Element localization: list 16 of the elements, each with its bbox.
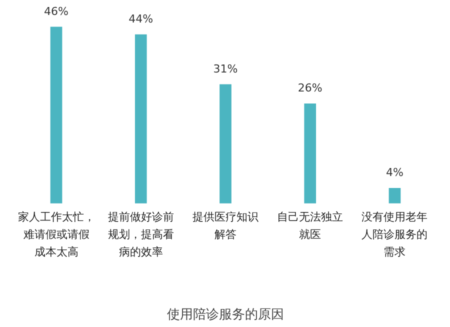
x-tick-label: 没有使用老年人陪诊服务的需求 [362,210,428,259]
bar [134,34,147,204]
x-tick-label: 提供医疗知识解答 [192,210,258,241]
text: 使用陪诊服务的原因 [167,308,284,322]
bar [388,188,401,204]
bar [304,104,316,204]
data-label: 44% [128,12,154,26]
x-tick-label: 家人工作太忙，难请假或请假成本太高 [18,210,95,259]
data-label: 26% [298,82,322,95]
x-tick-label: 提前做好诊前规划，提高看病的效率 [108,210,174,259]
data-label: 31% [213,62,238,76]
bar [220,84,232,204]
data-label: 4% [386,166,404,180]
x-tick-label: 自己无法独立就医 [277,210,344,241]
data-label: 46% [44,4,68,18]
bar [50,26,62,204]
